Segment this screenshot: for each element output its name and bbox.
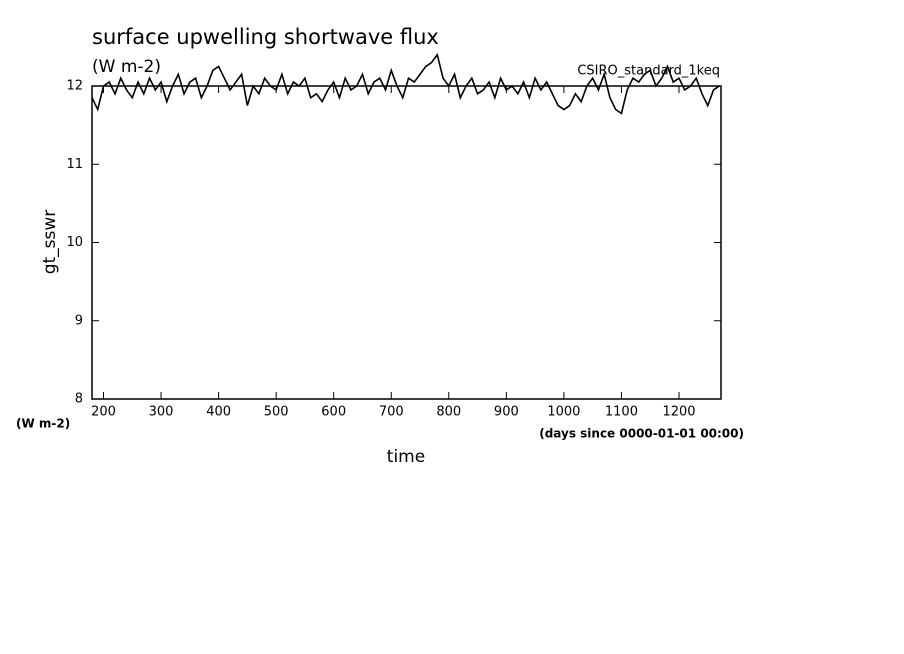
plot-frame <box>91 85 722 400</box>
y-tick-label: 8 <box>75 392 83 407</box>
x-tick-label: 800 <box>436 405 461 420</box>
x-tick-label: 200 <box>91 405 116 420</box>
y-tick-label: 10 <box>66 235 83 250</box>
x-tick-label: 700 <box>379 405 404 420</box>
x-tick-label: 400 <box>206 405 231 420</box>
x-axis-units: (days since 0000-01-01 00:00) <box>539 427 744 441</box>
y-axis-label: gt_sswr <box>40 210 60 275</box>
x-tick-label: 900 <box>494 405 519 420</box>
x-tick-label: 1000 <box>547 405 580 420</box>
x-tick-label: 1200 <box>662 405 695 420</box>
x-axis-label: time <box>387 447 425 467</box>
y-tick-label: 9 <box>75 313 83 328</box>
data-line <box>91 52 720 115</box>
y-tick-label: 12 <box>66 79 83 94</box>
x-tick-label: 600 <box>321 405 346 420</box>
y-tick-label: 11 <box>66 157 83 172</box>
x-tick-label: 500 <box>264 405 289 420</box>
x-tick-label: 300 <box>149 405 174 420</box>
x-tick-label: 1100 <box>605 405 638 420</box>
y-axis-units: (W m-2) <box>16 417 70 431</box>
chart-subtitle: (W m-2) <box>92 57 161 77</box>
chart-title: surface upwelling shortwave flux <box>92 25 439 49</box>
